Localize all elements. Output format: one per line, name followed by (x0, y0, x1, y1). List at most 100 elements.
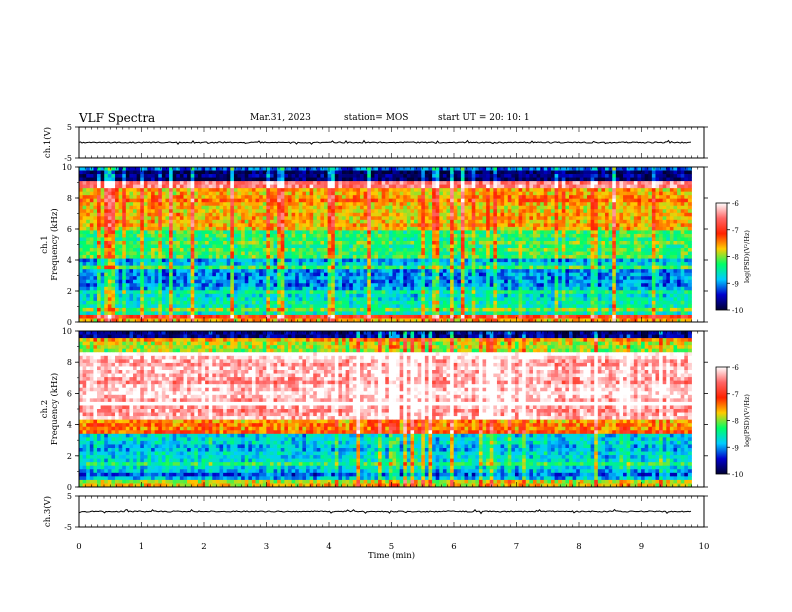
spectrogram-cell (287, 219, 292, 224)
spectrogram-cell (572, 233, 577, 238)
spectrogram-cell (342, 184, 347, 189)
spectrogram-cell (327, 174, 332, 178)
spectrogram-cell (619, 240, 624, 245)
spectrogram-cell (205, 269, 210, 274)
spectrogram-cell (190, 244, 195, 249)
spectrogram-cell (637, 223, 642, 228)
spectrogram-cell (338, 184, 343, 189)
spectrogram-cell (140, 237, 145, 242)
spectrogram-cell (320, 230, 325, 235)
spectrogram-cell (295, 233, 300, 238)
spectrogram-cell (136, 258, 141, 263)
spectrogram-cell (248, 244, 253, 249)
spectrogram-cell (219, 255, 224, 259)
spectrogram-cell (179, 223, 184, 228)
spectrogram-cell (154, 188, 159, 193)
spectrogram-cell (244, 248, 249, 252)
spectrogram-cell (532, 174, 537, 178)
spectrogram-cell (233, 233, 238, 238)
spectrogram-cell (215, 216, 220, 221)
spectrogram-cell (442, 255, 447, 259)
spectrogram-cell (349, 255, 354, 259)
spectrogram-cell (154, 167, 159, 171)
spectrogram-cell (93, 188, 98, 193)
spectrogram-cell (219, 265, 224, 270)
spectrogram-cell (468, 177, 473, 182)
spectrogram-cell (79, 205, 83, 210)
spectrogram-cell (151, 258, 156, 263)
spectrogram-cell (230, 195, 235, 200)
spectrogram-cell (543, 177, 548, 182)
spectrogram-cell (468, 188, 473, 193)
spectrogram-cell (316, 258, 321, 263)
spectrogram-cell (176, 191, 181, 196)
spectrogram-cell (540, 237, 545, 242)
spectrogram-cell (396, 230, 401, 235)
spectrogram-cell (295, 255, 300, 259)
spectrogram-cell (367, 219, 372, 224)
spectrogram-cell (194, 195, 199, 200)
spectrogram-cell (212, 219, 217, 224)
spectrogram-cell (619, 177, 624, 182)
spectrogram-cell (504, 184, 509, 189)
spectrogram-cell (644, 233, 649, 238)
spectrogram-cell (381, 230, 386, 235)
spectrogram-cell (428, 223, 433, 228)
spectrogram-cell (543, 216, 548, 221)
spectrogram-cell (453, 258, 458, 263)
spectrogram-cell (262, 184, 267, 189)
spectrogram-cell (471, 233, 476, 238)
spectrogram-cell (215, 195, 220, 200)
spectrogram-cell (251, 255, 256, 259)
spectrogram-cell (100, 244, 105, 249)
spectrogram-cell (615, 177, 620, 182)
spectrogram-cell (626, 177, 631, 182)
spectrogram-cell (169, 198, 174, 203)
spectrogram-cell (259, 223, 264, 228)
spectrogram-cell (511, 181, 516, 186)
spectrogram-cell (558, 230, 563, 235)
spectrogram-cell (576, 255, 581, 259)
spectrogram-cell (338, 191, 343, 196)
spectrogram-cell (241, 240, 246, 245)
spectrogram-cell (514, 219, 519, 224)
spectrogram-cell (277, 244, 282, 249)
spectrogram-cell (565, 230, 570, 235)
spectrogram-cell (601, 223, 606, 228)
spectrogram-cell (277, 240, 282, 245)
spectrogram-cell (226, 262, 231, 267)
spectrogram-cell (504, 212, 509, 217)
spectrogram-cell (482, 255, 487, 259)
spectrogram-cell (396, 170, 401, 175)
spectrogram-cell (331, 226, 336, 231)
spectrogram-cell (324, 244, 328, 249)
spectrogram-cell (284, 248, 289, 252)
spectrogram-cell (161, 223, 166, 228)
spectrogram-cell (471, 258, 476, 263)
spectrogram-cell (345, 240, 350, 245)
spectrogram-cell (496, 265, 501, 270)
spectrogram-cell (587, 219, 592, 224)
spectrogram-cell (630, 188, 635, 193)
spectrogram-cell (655, 216, 660, 221)
spectrogram-cell (154, 181, 159, 186)
spectrogram-cell (125, 233, 130, 238)
spectrogram-cell (129, 216, 134, 221)
spectrogram-cell (655, 195, 660, 200)
spectrogram-cell (111, 219, 116, 224)
spectrogram-cell (687, 170, 692, 175)
spectrogram-cell (561, 184, 566, 189)
spectrogram-cell (215, 170, 220, 175)
spectrogram-cell (370, 198, 375, 203)
spectrogram-cell (154, 251, 159, 256)
spectrogram-cell (208, 251, 213, 256)
spectrogram-cell (648, 223, 653, 228)
spectrogram-cell (356, 251, 361, 256)
spectrogram-cell (597, 255, 602, 259)
spectrogram-cell (161, 212, 166, 217)
spectrogram-cell (190, 262, 195, 267)
spectrogram-cell (374, 202, 379, 207)
spectrogram-cell (428, 205, 433, 210)
spectrogram-cell (115, 167, 120, 171)
spectrogram-cell (486, 219, 491, 224)
